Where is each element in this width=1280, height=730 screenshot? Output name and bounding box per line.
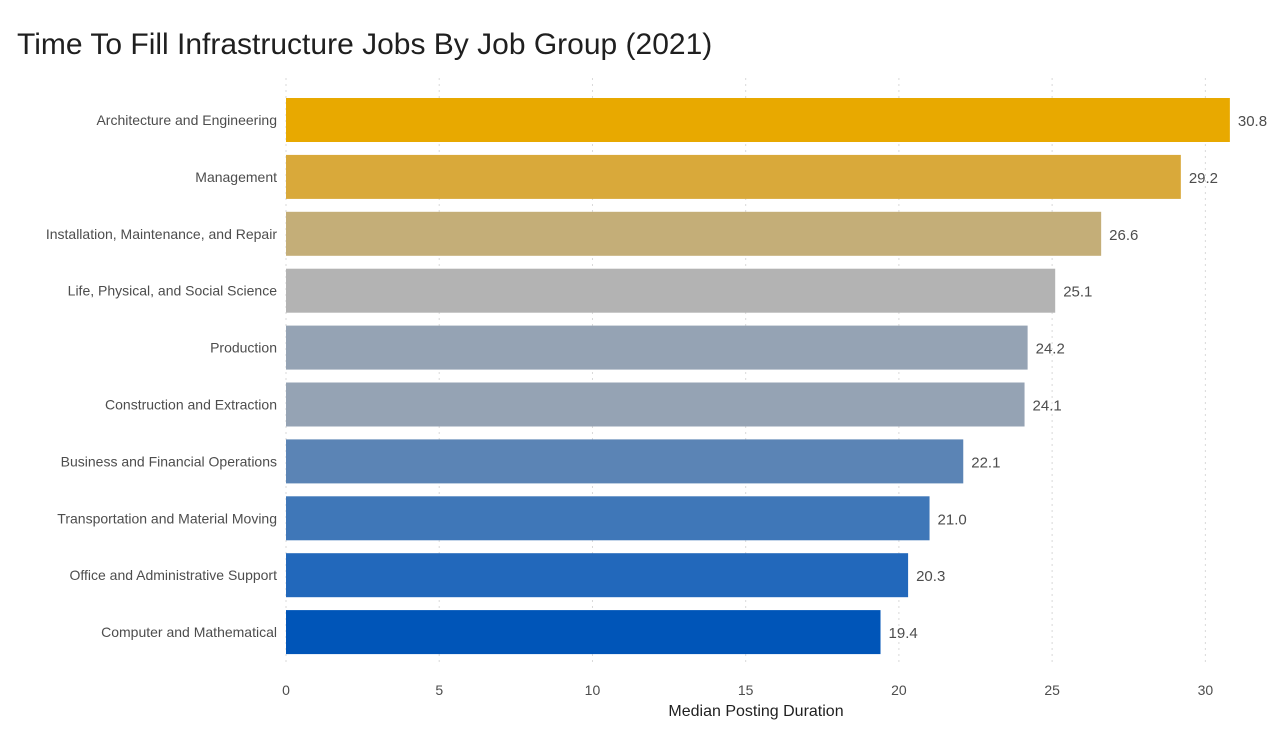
x-tick-label: 15 bbox=[738, 682, 754, 698]
category-label: Transportation and Material Moving bbox=[57, 510, 277, 526]
bars bbox=[286, 98, 1230, 655]
bar bbox=[286, 553, 909, 598]
x-tick-label: 5 bbox=[435, 682, 443, 698]
category-label: Business and Financial Operations bbox=[61, 453, 277, 469]
category-label: Architecture and Engineering bbox=[96, 112, 277, 128]
value-label: 25.1 bbox=[1063, 284, 1092, 301]
value-label: 29.2 bbox=[1189, 170, 1218, 187]
category-labels: Architecture and Engineering Management In… bbox=[46, 112, 277, 640]
category-label: Office and Administrative Support bbox=[69, 567, 277, 583]
x-axis-ticks: 0 5 10 15 20 25 30 bbox=[282, 682, 1213, 698]
category-label: Construction and Extraction bbox=[105, 397, 277, 413]
x-tick-label: 20 bbox=[891, 682, 907, 698]
value-label: 24.1 bbox=[1033, 398, 1062, 415]
category-label: Installation, Maintenance, and Repair bbox=[46, 226, 277, 242]
x-axis-title: Median Posting Duration bbox=[668, 703, 843, 720]
value-label: 19.4 bbox=[889, 625, 918, 642]
bar bbox=[286, 154, 1181, 199]
x-tick-label: 30 bbox=[1198, 682, 1214, 698]
category-label: Computer and Mathematical bbox=[101, 624, 277, 640]
value-label: 20.3 bbox=[916, 568, 945, 585]
bar bbox=[286, 382, 1025, 427]
value-label: 24.2 bbox=[1036, 341, 1065, 358]
bar bbox=[286, 610, 881, 655]
category-label: Management bbox=[195, 169, 277, 185]
value-label: 26.6 bbox=[1109, 227, 1138, 244]
bar bbox=[286, 268, 1056, 313]
value-label: 21.0 bbox=[938, 511, 967, 528]
bar bbox=[286, 325, 1028, 370]
bar bbox=[286, 98, 1230, 142]
x-tick-label: 10 bbox=[585, 682, 601, 698]
category-label: Life, Physical, and Social Science bbox=[68, 283, 278, 299]
chart-title: Time To Fill Infrastructure Jobs By Job … bbox=[17, 28, 713, 61]
bar bbox=[286, 496, 930, 541]
x-tick-label: 0 bbox=[282, 682, 290, 698]
bar bbox=[286, 211, 1102, 256]
value-label: 30.8 bbox=[1238, 113, 1267, 130]
value-labels: 30.8 29.2 26.6 25.1 24.2 24.1 22.1 21.0 20.3 19.4 bbox=[889, 113, 1268, 642]
x-tick-label: 25 bbox=[1044, 682, 1060, 698]
value-label: 22.1 bbox=[971, 454, 1000, 471]
bar bbox=[286, 439, 964, 484]
category-label: Production bbox=[210, 340, 277, 356]
